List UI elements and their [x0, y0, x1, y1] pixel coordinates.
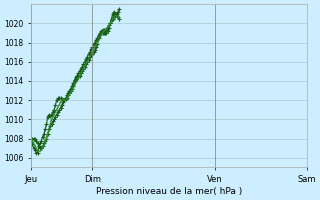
X-axis label: Pression niveau de la mer( hPa ): Pression niveau de la mer( hPa ): [96, 187, 242, 196]
